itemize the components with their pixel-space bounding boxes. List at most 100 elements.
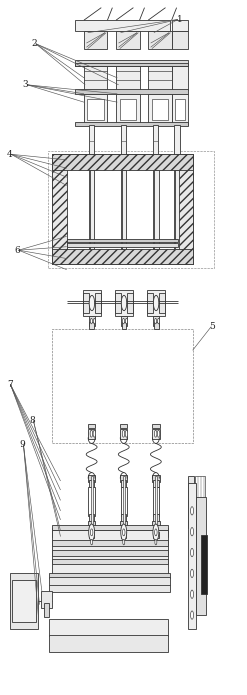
Bar [49,577,170,592]
Text: 6: 6 [14,246,20,254]
Bar [116,66,140,90]
Circle shape [158,318,160,324]
Text: 5: 5 [209,322,215,331]
Bar [115,290,133,316]
Circle shape [90,318,92,324]
Circle shape [90,529,93,536]
Circle shape [191,569,193,578]
Bar [120,475,127,482]
Bar [121,125,126,156]
Bar [174,125,180,156]
Bar [121,316,127,326]
Bar [153,480,159,486]
Bar [153,170,157,249]
Bar [88,424,95,428]
Circle shape [191,590,193,598]
Bar [188,483,196,629]
Bar [175,170,179,249]
Bar [49,619,168,636]
Bar [88,475,95,482]
Bar [153,532,159,538]
Bar [172,31,188,49]
Bar [44,603,49,617]
Bar [52,528,168,537]
Bar [75,89,188,94]
Bar [90,170,94,249]
Bar [172,66,188,90]
Bar [178,154,193,264]
Bar [52,154,193,170]
Bar [115,293,121,313]
Text: 3: 3 [22,81,27,89]
Bar [152,521,160,528]
Bar [52,540,168,546]
Circle shape [89,295,95,311]
Circle shape [125,318,127,324]
Bar [95,293,101,313]
Bar [84,66,107,90]
Bar [148,66,172,90]
Circle shape [154,430,157,437]
Text: 8: 8 [29,416,35,425]
Text: 9: 9 [19,441,25,449]
Bar [89,514,94,523]
Bar [52,559,168,564]
Bar [188,476,194,528]
Bar [89,316,95,326]
Circle shape [91,539,93,545]
Bar [84,31,107,49]
Bar [84,94,107,125]
Bar [52,249,193,264]
Bar [196,497,206,615]
Circle shape [155,539,157,545]
Bar [89,480,94,486]
Bar [52,329,193,443]
Bar [83,290,101,316]
Circle shape [93,318,95,324]
Bar [123,476,125,528]
Bar [152,429,160,439]
Bar [75,63,188,66]
Bar [67,239,178,242]
Bar [52,550,168,556]
Bar [147,293,153,313]
Bar [120,424,127,428]
Bar [52,154,193,264]
Bar [10,573,38,629]
Circle shape [157,430,160,437]
Bar [41,591,52,608]
Bar [67,243,178,247]
Bar [152,424,160,428]
Bar [121,170,125,249]
Bar [75,20,170,31]
Bar [88,429,95,439]
Text: 1: 1 [177,15,183,24]
Bar [148,31,172,49]
Circle shape [123,529,125,536]
Bar [148,94,172,125]
Bar [127,293,133,313]
Bar [120,99,136,120]
Bar [83,293,89,313]
Circle shape [125,430,128,437]
Bar [91,476,93,528]
Bar [48,151,214,268]
Bar [153,316,159,326]
Bar [12,580,36,622]
Bar [172,20,188,31]
Bar [88,486,95,516]
Bar [116,31,140,49]
Bar [147,290,165,316]
Bar [88,521,95,528]
Bar [49,635,168,652]
Bar [121,532,126,538]
Circle shape [123,539,125,545]
Bar [159,293,165,313]
Circle shape [122,430,125,437]
Circle shape [121,524,127,541]
Circle shape [123,318,124,324]
Bar [121,480,126,486]
Circle shape [155,529,157,536]
Bar [174,170,178,249]
Bar [172,94,188,125]
